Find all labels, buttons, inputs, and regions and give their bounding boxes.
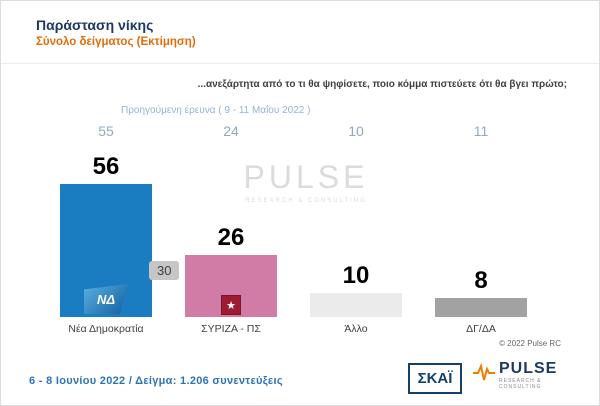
pulse-logo-text: PULSE [499,360,558,377]
pulse-watermark-subtext: RESEARCH & CONSULTING [245,198,367,204]
difference-badge: 30 [149,261,180,280]
bar-column-dg-da: 8 ΔΓ/ΔΑ [435,267,527,337]
bar-allo [310,293,402,317]
bar-category-label: Άλλο [344,323,368,335]
bar-category-label: ΣΥΡΙΖΑ - ΠΣ [201,323,261,335]
previous-value: 11 [473,123,489,139]
bar-column-syriza: 26 ★ ΣΥΡΙΖΑ - ΠΣ [185,224,277,337]
pulse-watermark-text: PULSE [243,159,369,195]
bar-dg-da [435,298,527,317]
pulse-logo-text-wrap: PULSE RESEARCH & CONSULTING [499,360,585,391]
pulse-watermark: PULSE RESEARCH & CONSULTING [216,159,396,204]
skai-logo: ΣΚΑΪ [408,363,462,394]
bar-value: 8 [474,267,488,294]
bar-column-allo: 10 Άλλο [310,262,402,337]
bar-category-label: Νέα Δημοκρατία [68,323,144,335]
question-text: ...ανεξάρτητα από το τι θα ψηφίσετε, ποι… [197,79,567,90]
page-title: Παράσταση νίκης [36,17,154,33]
bar-value: 10 [342,262,370,289]
bar-value: 26 [217,224,245,251]
syriza-party-logo-icon: ★ [221,295,241,315]
survey-info-text: 6 - 8 Ιουνίου 2022 / Δείγμα: 1.206 συνεν… [29,375,283,387]
copyright-text: © 2022 Pulse RC [499,339,561,348]
previous-survey-label: Προηγούμενη έρευνα ( 9 - 11 Μαΐου 2022 ) [121,105,311,116]
pulse-logo: PULSE RESEARCH & CONSULTING [473,361,585,390]
pulse-logo-subtext: RESEARCH & CONSULTING [499,378,542,390]
bar-category-label: ΔΓ/ΔΑ [466,323,496,335]
pulse-waveform-icon [473,362,495,389]
previous-value: 24 [223,123,239,139]
page-subtitle: Σύνολο δείγματος (Εκτίμηση) [36,36,196,48]
bar-value: 56 [92,153,120,180]
previous-value: 10 [348,123,364,139]
header-divider [1,63,599,64]
previous-value: 55 [98,123,114,139]
bar-column-nea-dimokratia: 56 ΝΔ Νέα Δημοκρατία [60,153,152,337]
nd-party-logo-icon: ΝΔ [84,284,128,314]
bar-syriza: ★ [185,255,277,317]
bar-nea-dimokratia: ΝΔ [60,184,152,317]
